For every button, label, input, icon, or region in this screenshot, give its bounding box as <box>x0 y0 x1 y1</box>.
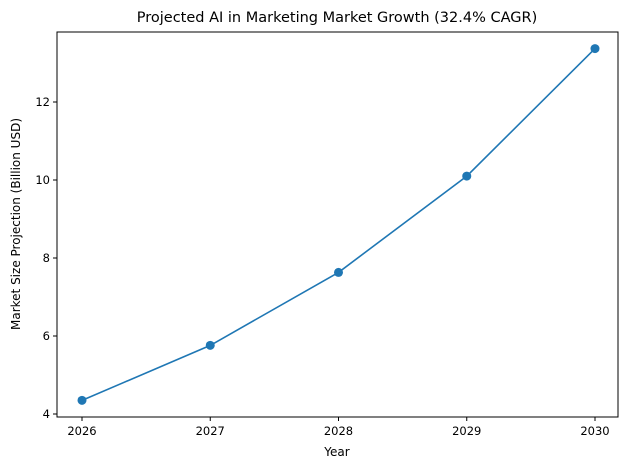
x-tick-label: 2030 <box>580 424 609 438</box>
chart-title: Projected AI in Marketing Market Growth … <box>137 10 538 26</box>
x-tick-label: 2026 <box>67 424 96 438</box>
y-tick-label: 12 <box>35 95 50 109</box>
series-line <box>81 48 596 402</box>
y-tick-label: 4 <box>43 407 50 421</box>
data-point-marker <box>590 44 600 54</box>
data-point-marker <box>462 171 472 181</box>
data-point-marker <box>77 395 87 405</box>
x-axis: 2026 2027 2028 2029 2030 <box>67 417 610 438</box>
y-tick-label: 10 <box>35 173 50 187</box>
data-point-marker <box>334 267 343 277</box>
x-tick-label: 2028 <box>324 424 353 438</box>
y-tick-label: 6 <box>43 329 50 343</box>
data-point-marker <box>205 340 215 350</box>
y-axis: 4 6 8 10 12 <box>35 95 57 421</box>
y-tick-label: 8 <box>43 251 50 265</box>
y-axis-label: Market Size Projection (Billion USD) <box>9 118 23 330</box>
x-tick-label: 2027 <box>196 424 225 438</box>
plot-area <box>56 31 619 418</box>
axes-frame <box>56 31 619 418</box>
x-axis-label: Year <box>323 445 349 459</box>
x-tick-label: 2029 <box>452 424 481 438</box>
series-markers <box>77 44 600 405</box>
